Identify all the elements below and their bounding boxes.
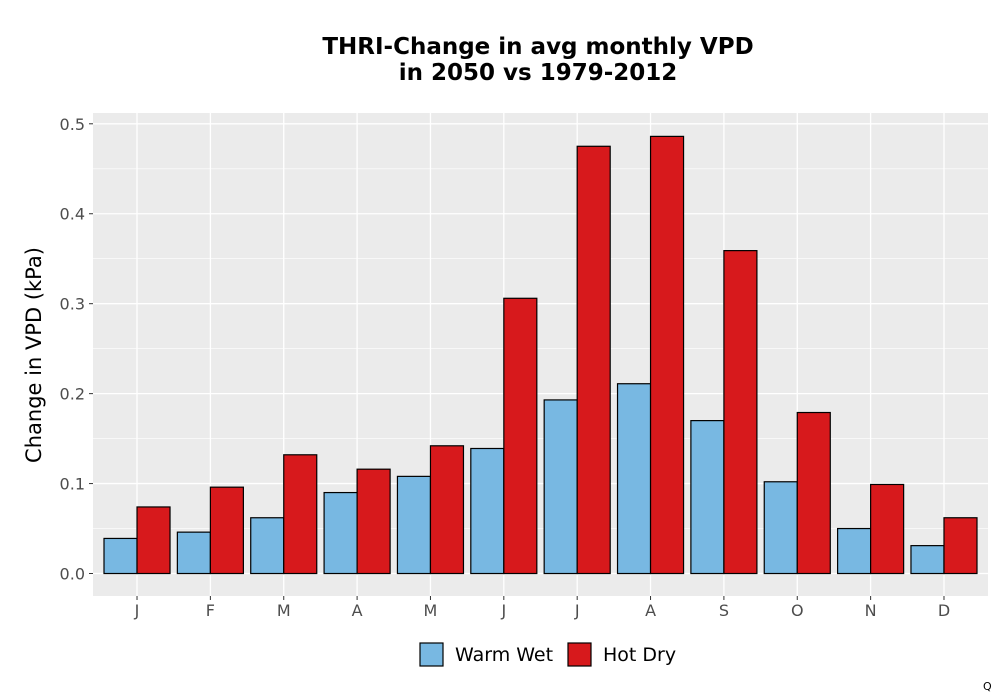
bar-warm-wet-10	[763, 481, 798, 575]
bar-warm-wet-9	[690, 420, 725, 575]
y-axis-title: Change in VPD (kPa)	[22, 247, 46, 463]
bar-warm-wet-7	[543, 399, 578, 575]
x-tick-label: M	[277, 601, 291, 620]
y-tick-label: 0.3	[60, 295, 85, 314]
x-tick-label: A	[352, 601, 363, 620]
legend-label-warm-wet: Warm Wet	[455, 644, 553, 666]
bar-hot-dry-10	[796, 411, 831, 575]
x-tick-label: A	[645, 601, 656, 620]
corner-mark: Q	[983, 680, 992, 693]
bar-hot-dry-8	[649, 135, 685, 575]
bar-hot-dry-1	[136, 506, 171, 575]
bar-hot-dry-3	[283, 454, 318, 575]
bars	[103, 135, 978, 575]
x-tick-label: S	[719, 601, 729, 620]
y-tick-label: 0.1	[60, 475, 85, 494]
bar-hot-dry-4	[356, 468, 391, 575]
x-tick-label: N	[865, 601, 877, 620]
y-axis: 0.0 0.1 0.2 0.3 0.4 0.5	[60, 115, 93, 584]
x-tick-label: F	[206, 601, 215, 620]
bar-warm-wet-2	[176, 531, 211, 575]
bar-warm-wet-11	[837, 527, 872, 575]
bar-warm-wet-8	[616, 383, 652, 575]
legend-key-hot-dry	[567, 642, 592, 667]
bar-warm-wet-4	[323, 491, 358, 575]
bar-warm-wet-1	[103, 537, 138, 575]
bar-hot-dry-12	[943, 517, 978, 575]
legend-key-warm-wet	[419, 642, 444, 667]
bar-hot-dry-11	[870, 483, 905, 575]
bar-hot-dry-6	[503, 297, 538, 575]
x-tick-label: J	[134, 601, 140, 620]
bar-hot-dry-7	[576, 145, 611, 575]
y-tick-label: 0.0	[60, 565, 85, 584]
chart-title-line-1: THRI-Change in avg monthly VPD	[322, 34, 753, 60]
y-tick-label: 0.4	[60, 205, 85, 224]
legend-label-hot-dry: Hot Dry	[603, 644, 676, 666]
bar-hot-dry-5	[429, 445, 465, 575]
bar-hot-dry-2	[209, 486, 244, 575]
bar-warm-wet-12	[910, 545, 945, 575]
x-tick-label: J	[500, 601, 506, 620]
x-tick-label: D	[938, 601, 950, 620]
y-tick-label: 0.5	[60, 115, 85, 134]
bar-warm-wet-5	[396, 475, 432, 575]
x-tick-label: J	[574, 601, 580, 620]
legend: Warm Wet Hot Dry	[419, 642, 676, 667]
bar-warm-wet-6	[470, 447, 505, 575]
bar-warm-wet-3	[250, 517, 285, 575]
x-tick-label: O	[791, 601, 804, 620]
y-tick-label: 0.2	[60, 385, 85, 404]
chart-title-line-2: in 2050 vs 1979-2012	[399, 60, 678, 86]
x-tick-label: M	[424, 601, 438, 620]
bar-hot-dry-9	[723, 250, 758, 575]
